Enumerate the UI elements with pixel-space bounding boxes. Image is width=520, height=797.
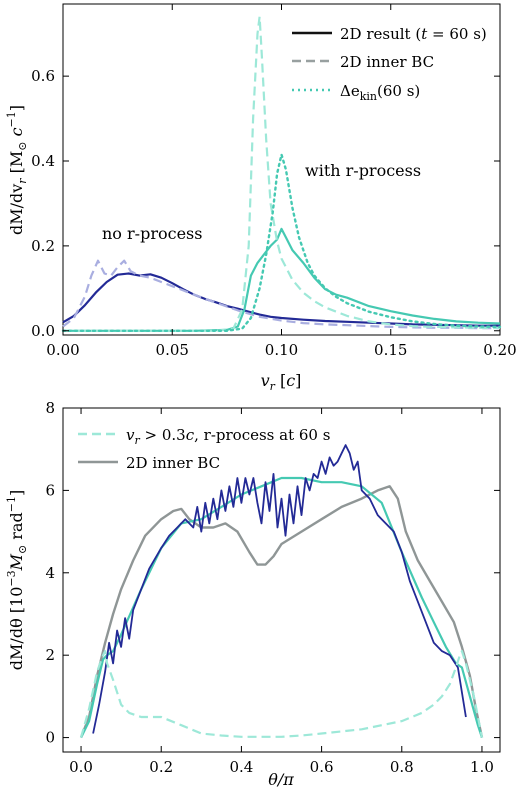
bottom-x-tick-label: 0.8 [390, 758, 414, 776]
bottom-y-tick-label: 6 [45, 481, 55, 499]
bottom-panel: 0.0 0.2 0.4 0.6 0.8 1.0 0 2 4 6 8 vr > 0.3c, r-pro… [5, 399, 501, 789]
bottom-panel-series-layer [79, 444, 484, 739]
bottom-y-tick-label: 4 [45, 564, 55, 582]
bottom-y-tick-label: 8 [45, 399, 55, 417]
bottom-x-tick-label: 0.6 [310, 758, 334, 776]
top-y-tick-label: 0.2 [31, 237, 55, 255]
top-x-tick-label: 0.15 [374, 341, 407, 359]
bottom-series-2-line [92, 444, 467, 734]
legend-label-2d-result: 2D result (t = 60 s) [340, 25, 487, 43]
top-panel-legend: 2D result (t = 60 s) 2D inner BC Δekin(6… [292, 25, 487, 103]
bottom-panel-frame [62, 407, 501, 753]
legend-label-2d-inner-bc: 2D inner BC [126, 454, 220, 472]
bottom-y-tick-label: 2 [45, 646, 55, 664]
annotation-with-r-process: with r-process [305, 161, 421, 180]
top-panel: 0.00 0.05 0.10 0.15 0.20 0.0 0.2 0.4 0.6 2D resu… [5, 3, 517, 393]
bottom-series-3-line [79, 650, 484, 738]
bottom-x-tick-label: 1.0 [470, 758, 494, 776]
bottom-series-0-line [79, 485, 484, 739]
top-panel-y-axis-label: dM/dvr [M⊙ c−1] [5, 105, 29, 235]
bottom-panel-ticks: 0.0 0.2 0.4 0.6 0.8 1.0 0 2 4 6 8 [45, 399, 500, 776]
top-y-tick-label: 0.0 [31, 322, 55, 340]
top-series-1-line [62, 259, 500, 330]
top-x-tick-label: 0.00 [46, 341, 79, 359]
bottom-panel-y-axis-label: dM/dθ [10−3M⊙ rad−1] [5, 490, 29, 670]
bottom-x-tick-label: 0.0 [69, 758, 93, 776]
legend-label-vr-gt-03c: vr > 0.3c, r-process at 60 s [126, 426, 330, 447]
top-panel-series-layer [61, 15, 502, 332]
top-series-2-line [63, 227, 501, 332]
bottom-panel-x-axis-label: θ/π [268, 770, 294, 789]
top-panel-ticks: 0.00 0.05 0.10 0.15 0.20 0.0 0.2 0.4 0.6 [31, 4, 517, 359]
top-y-tick-label: 0.4 [31, 152, 55, 170]
bottom-x-tick-label: 0.4 [229, 758, 253, 776]
top-panel-x-axis-label: vr [c] [261, 371, 302, 393]
top-x-tick-label: 0.10 [265, 341, 298, 359]
bottom-y-tick-label: 0 [45, 729, 55, 747]
top-series-4-line [61, 153, 502, 332]
legend-label-delta-ekin: Δekin(60 s) [340, 82, 420, 103]
top-series-3-line [63, 15, 501, 332]
top-x-tick-label: 0.05 [156, 341, 189, 359]
annotation-no-r-process: no r-process [102, 224, 202, 243]
bottom-panel-legend: vr > 0.3c, r-process at 60 s 2D inner BC [78, 426, 330, 472]
bottom-x-tick-label: 0.2 [149, 758, 173, 776]
top-x-tick-label: 0.20 [483, 341, 516, 359]
legend-label-2d-inner-bc: 2D inner BC [340, 53, 434, 71]
top-y-tick-label: 0.6 [31, 67, 55, 85]
